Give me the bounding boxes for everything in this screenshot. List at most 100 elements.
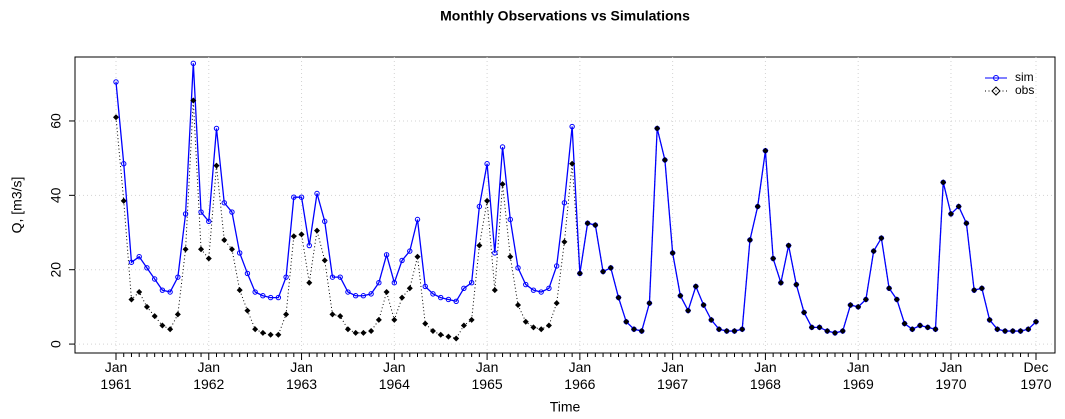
x-tick-label: Jan 1969 xyxy=(842,359,874,392)
sim-marker xyxy=(422,283,428,290)
x-tick-label: Jan 1970 xyxy=(935,359,967,392)
obs-marker xyxy=(507,253,514,260)
obs-marker xyxy=(314,227,321,234)
obs-marker xyxy=(522,318,529,325)
obs-marker xyxy=(484,197,491,204)
sim-marker xyxy=(438,294,444,301)
obs-marker xyxy=(538,326,545,333)
obs-marker xyxy=(785,242,792,249)
sim-marker xyxy=(337,274,343,280)
sim-marker xyxy=(553,263,560,269)
obs-marker xyxy=(337,313,344,320)
obs-marker xyxy=(306,279,313,286)
obs-marker xyxy=(221,236,228,243)
obs-marker xyxy=(754,203,761,210)
obs-marker xyxy=(839,328,846,335)
obs-marker xyxy=(198,246,205,253)
sim-marker xyxy=(561,200,568,206)
obs-marker xyxy=(244,307,251,314)
obs-marker xyxy=(368,328,375,335)
obs-marker xyxy=(731,328,738,335)
obs-marker xyxy=(329,311,336,318)
sim-marker xyxy=(368,291,374,297)
obs-marker xyxy=(136,289,143,296)
obs-marker xyxy=(669,249,676,256)
obs-marker xyxy=(917,322,924,329)
obs-marker xyxy=(1009,328,1016,335)
sim-marker xyxy=(468,280,475,286)
obs-marker xyxy=(530,324,537,331)
x-tick-label: Jan 1964 xyxy=(378,359,410,392)
sim-marker xyxy=(314,190,320,197)
sim-marker xyxy=(569,123,575,130)
obs-marker xyxy=(429,328,436,335)
sim-marker xyxy=(283,274,289,280)
obs-marker xyxy=(1017,328,1024,335)
x-tick-label: Jan 1963 xyxy=(285,359,318,392)
sim-marker xyxy=(360,293,367,299)
obs-marker xyxy=(391,316,398,323)
obs-marker xyxy=(499,181,506,188)
x-tick-label: Jan 1968 xyxy=(749,359,781,392)
obs-marker xyxy=(1033,318,1039,325)
sim-marker xyxy=(306,242,312,249)
sim-marker xyxy=(221,200,227,206)
obs-marker xyxy=(561,238,568,245)
sim-marker xyxy=(523,281,529,288)
obs-marker xyxy=(700,302,707,309)
legend-label: sim xyxy=(1015,70,1034,84)
sim-marker xyxy=(252,289,258,295)
obs-marker xyxy=(607,264,614,271)
obs-marker xyxy=(460,322,467,329)
obs-marker xyxy=(283,311,290,318)
obs-marker xyxy=(816,324,823,331)
sim-marker xyxy=(213,125,220,132)
obs-marker xyxy=(909,326,916,333)
obs-marker xyxy=(159,322,166,329)
obs-marker xyxy=(113,114,119,121)
x-tick-label: Jan 1962 xyxy=(193,359,225,392)
obs-marker xyxy=(476,242,483,249)
obs-marker xyxy=(414,253,421,260)
obs-marker xyxy=(801,309,808,316)
sim-marker xyxy=(376,280,382,286)
obs-marker xyxy=(878,235,885,242)
obs-marker xyxy=(661,157,668,164)
obs-marker xyxy=(267,331,274,338)
sim-marker xyxy=(128,259,135,265)
x-axis-label: Time xyxy=(550,399,581,415)
obs-marker xyxy=(344,326,351,333)
obs-marker xyxy=(770,255,777,262)
obs-marker xyxy=(236,287,243,294)
sim-marker xyxy=(461,285,467,291)
obs-marker xyxy=(120,197,127,204)
x-tick-label: Jan 1965 xyxy=(471,359,503,392)
sim-marker xyxy=(260,293,266,299)
obs-marker xyxy=(638,328,645,335)
y-tick-label: 40 xyxy=(48,187,64,203)
obs-marker xyxy=(886,285,893,292)
obs-marker xyxy=(569,160,576,167)
sim-marker xyxy=(538,289,544,295)
sim-marker xyxy=(244,270,251,277)
sim-marker xyxy=(507,216,513,223)
obs-marker xyxy=(259,329,266,336)
obs-marker xyxy=(692,283,699,290)
obs-marker xyxy=(298,231,305,238)
obs-marker xyxy=(321,257,328,264)
sim-marker xyxy=(383,252,390,258)
sim-marker xyxy=(229,209,235,215)
obs-marker xyxy=(978,285,985,292)
obs-marker xyxy=(716,326,723,333)
obs-marker xyxy=(847,302,854,309)
obs-marker xyxy=(182,246,189,253)
y-tick-label: 60 xyxy=(48,113,64,129)
sim-marker xyxy=(391,280,398,286)
obs-marker xyxy=(893,296,900,303)
obs-marker xyxy=(1025,326,1032,333)
obs-marker xyxy=(646,300,653,307)
obs-marker xyxy=(947,210,954,217)
obs-marker xyxy=(143,303,150,310)
obs-marker xyxy=(468,316,475,323)
